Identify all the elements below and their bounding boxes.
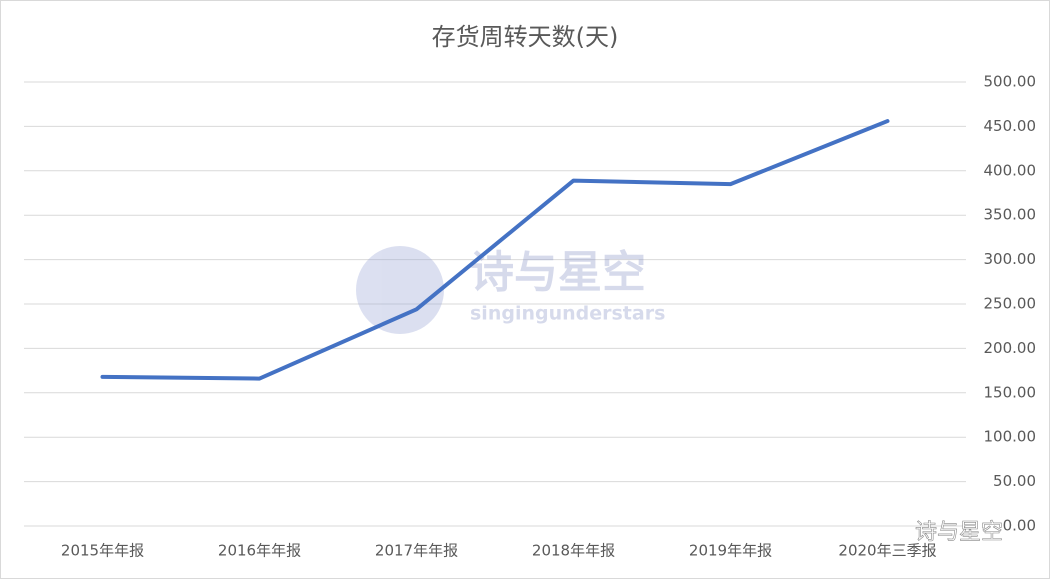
watermark: 诗与星空 singingunderstars xyxy=(356,246,665,334)
account-watermark: 诗与星空 xyxy=(915,520,1003,545)
x-tick-label: 2016年年报 xyxy=(218,542,301,560)
y-tick-label: 250.00 xyxy=(984,295,1037,313)
x-tick-label: 2015年年报 xyxy=(61,542,144,560)
y-tick-label: 300.00 xyxy=(984,250,1037,268)
chart-title: 存货周转天数(天) xyxy=(432,23,619,51)
y-tick-label: 150.00 xyxy=(984,383,1037,401)
data-line xyxy=(100,119,890,381)
x-tick-label: 2017年年报 xyxy=(375,542,458,560)
y-tick-label: 50.00 xyxy=(993,472,1036,490)
y-tick-label: 350.00 xyxy=(984,206,1037,224)
x-tick-label: 2019年年报 xyxy=(689,542,772,560)
y-tick-label: 400.00 xyxy=(984,161,1037,179)
x-tick-label: 2020年三季报 xyxy=(838,542,936,560)
y-tick-label: 0.00 xyxy=(1003,517,1036,535)
y-tick-label: 200.00 xyxy=(984,339,1037,357)
y-tick-label: 500.00 xyxy=(984,73,1037,91)
y-tick-label: 450.00 xyxy=(984,117,1037,135)
watermark-text: 诗与星空 xyxy=(470,247,646,298)
watermark-logo xyxy=(356,246,444,334)
x-tick-label: 2018年年报 xyxy=(532,542,615,560)
y-tick-label: 100.00 xyxy=(984,428,1037,446)
watermark-subtext: singingunderstars xyxy=(470,303,665,325)
